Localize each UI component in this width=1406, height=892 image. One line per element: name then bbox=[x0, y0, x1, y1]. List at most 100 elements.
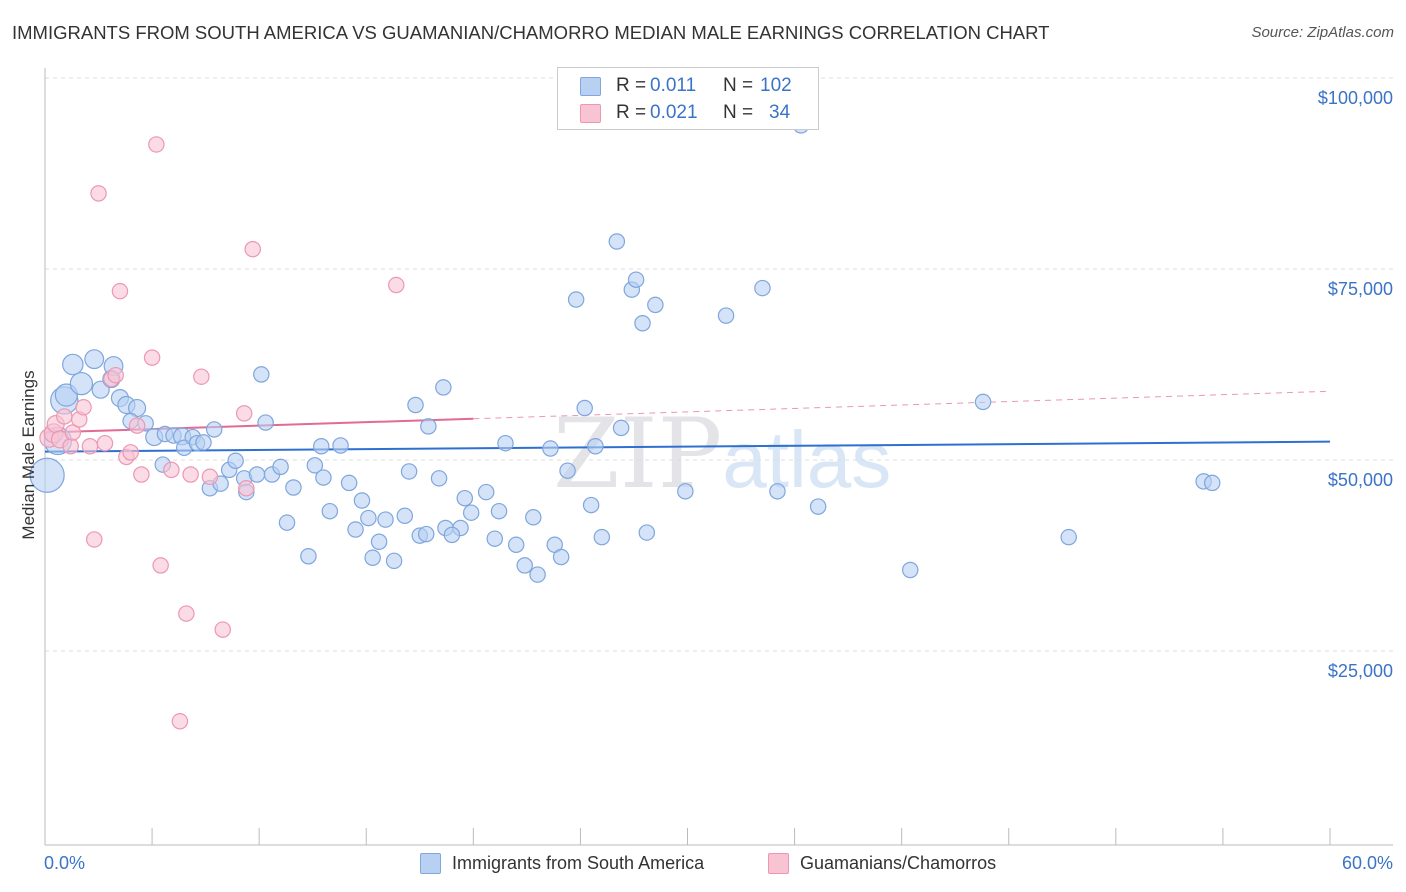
x-tick-label: 60.0% bbox=[1342, 853, 1393, 873]
label-layer: $25,000 $50,000 $75,000 $100,000 0.0% 60.0% bbox=[44, 88, 1393, 873]
scatter-point-blue bbox=[507, 536, 525, 554]
scatter-point-pink bbox=[201, 468, 219, 486]
scatter-point-pink bbox=[171, 713, 189, 730]
scatter-point-blue bbox=[227, 452, 244, 470]
scatter-point-pink bbox=[163, 461, 180, 479]
scatter-point-blue bbox=[69, 371, 94, 396]
bottom-legend-swatch-blue bbox=[420, 853, 441, 874]
scatter-point-blue bbox=[353, 492, 371, 509]
y-tick-label: $25,000 bbox=[1328, 661, 1393, 681]
scatter-point-blue bbox=[278, 514, 296, 531]
scatter-point-pink bbox=[111, 282, 129, 300]
grid-layer bbox=[45, 77, 1393, 652]
scatter-point-blue bbox=[248, 466, 266, 483]
scatter-point-pink bbox=[56, 408, 73, 425]
scatter-point-blue bbox=[285, 479, 302, 496]
scatter-point-blue bbox=[272, 458, 289, 476]
scatter-point-blue bbox=[407, 396, 424, 414]
scatter-point-blue bbox=[443, 526, 461, 544]
points-layer bbox=[29, 117, 1221, 730]
scatter-point-blue bbox=[306, 457, 324, 474]
scatter-point-blue bbox=[29, 457, 65, 493]
scatter-point-pink bbox=[122, 444, 139, 461]
legend-n-label: N = bbox=[723, 102, 754, 123]
scatter-point-blue bbox=[593, 528, 611, 546]
scatter-point-pink bbox=[107, 366, 124, 384]
scatter-point-pink bbox=[128, 417, 146, 434]
bottom-legend-label: Immigrants from South America bbox=[452, 853, 705, 873]
scatter-point-blue bbox=[677, 483, 694, 500]
scatter-point-blue bbox=[627, 271, 645, 288]
scatter-point-blue bbox=[576, 399, 593, 417]
scatter-point-pink bbox=[182, 466, 199, 483]
source-label: Source: ZipAtlas.com bbox=[1251, 24, 1394, 41]
scatter-point-blue bbox=[340, 474, 358, 492]
scatter-point-blue bbox=[253, 366, 270, 383]
scatter-point-blue bbox=[542, 440, 559, 457]
legend-n-value: 102 bbox=[760, 75, 792, 96]
scatter-point-blue bbox=[435, 379, 452, 396]
scatter-point-blue bbox=[385, 552, 403, 570]
scatter-point-blue bbox=[809, 498, 827, 515]
scatter-point-blue bbox=[370, 533, 388, 550]
scatter-point-blue bbox=[321, 502, 339, 520]
scatter-point-blue bbox=[717, 307, 735, 324]
scatter-point-blue bbox=[754, 279, 771, 297]
scatter-point-blue bbox=[417, 525, 435, 543]
scatter-point-blue bbox=[490, 502, 508, 520]
scatter-point-pink bbox=[64, 424, 82, 441]
bottom-legend-label: Guamanians/Chamorros bbox=[800, 853, 997, 873]
scatter-point-blue bbox=[559, 462, 576, 479]
scatter-point-pink bbox=[86, 531, 103, 548]
scatter-point-blue bbox=[205, 421, 223, 438]
legend-n-value: 34 bbox=[769, 102, 791, 123]
y-tick-label: $50,000 bbox=[1328, 470, 1393, 490]
scatter-point-blue bbox=[332, 437, 349, 454]
scatter-point-blue bbox=[347, 521, 364, 538]
scatter-point-blue bbox=[552, 548, 570, 566]
scatter-point-blue bbox=[1060, 528, 1077, 546]
scatter-point-pink bbox=[96, 434, 114, 452]
legend-swatch-blue bbox=[580, 76, 601, 96]
scatter-point-pink bbox=[62, 437, 79, 455]
scatter-point-blue bbox=[377, 511, 394, 528]
scatter-point-blue bbox=[901, 561, 919, 579]
scatter-point-blue bbox=[497, 434, 514, 452]
stats-legend: R = 0.011 N = 102 R = 0.021 N = 34 bbox=[557, 67, 819, 130]
scatter-point-pink bbox=[235, 405, 253, 422]
scatter-point-blue bbox=[400, 463, 418, 480]
scatter-point-blue bbox=[769, 483, 786, 500]
scatter-point-blue bbox=[486, 530, 504, 547]
scatter-point-blue bbox=[396, 507, 414, 525]
scatter-point-blue bbox=[587, 437, 604, 455]
scatter-point-blue bbox=[315, 469, 332, 486]
scatter-point-blue bbox=[84, 349, 105, 370]
scatter-point-blue bbox=[313, 437, 330, 455]
trend-line-blue bbox=[44, 440, 1331, 453]
legend-r-label: R = bbox=[616, 75, 647, 96]
scatter-point-blue bbox=[477, 483, 495, 501]
scatter-point-blue bbox=[647, 296, 664, 314]
scatter-point-blue bbox=[582, 496, 600, 514]
scatter-point-pink bbox=[238, 480, 255, 497]
y-tick-label: $75,000 bbox=[1328, 279, 1393, 299]
y-tick-label: $100,000 bbox=[1318, 88, 1393, 108]
scatter-point-pink bbox=[143, 349, 161, 366]
scatter-point-blue bbox=[567, 291, 585, 308]
legend-r-value: 0.011 bbox=[650, 75, 697, 96]
scatter-point-blue bbox=[462, 504, 480, 521]
scatter-point-blue bbox=[430, 470, 448, 487]
scatter-point-pink bbox=[148, 136, 165, 153]
scatter-point-blue bbox=[516, 557, 533, 574]
scatter-point-blue bbox=[420, 418, 437, 435]
trend-line-pink-extension bbox=[473, 390, 1331, 420]
scatter-point-blue bbox=[91, 380, 110, 399]
legend-r-label: R = bbox=[616, 102, 647, 123]
scatter-point-blue bbox=[360, 509, 377, 527]
bottom-legend-swatch-pink bbox=[768, 853, 789, 874]
scatter-point-blue bbox=[638, 524, 656, 541]
scatter-point-blue bbox=[525, 509, 542, 526]
scatter-point-blue bbox=[364, 549, 381, 567]
scatter-point-pink bbox=[214, 621, 232, 638]
scatter-point-blue bbox=[62, 353, 84, 376]
